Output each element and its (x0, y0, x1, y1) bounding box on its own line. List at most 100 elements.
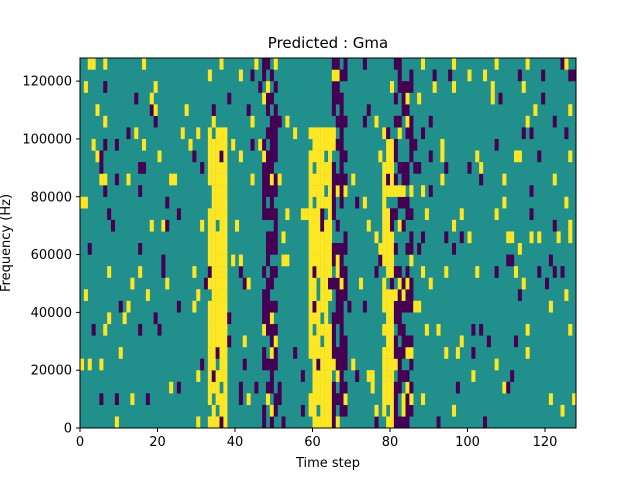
heatmap-cell (393, 381, 398, 394)
heatmap-cell (273, 81, 278, 93)
heatmap-cell (401, 416, 406, 429)
heatmap-cell (269, 231, 274, 244)
heatmap-cell (386, 219, 391, 232)
heatmap-cell (339, 185, 344, 197)
heatmap-cell (87, 358, 92, 371)
heatmap-cell (467, 69, 472, 82)
heatmap-cell (269, 300, 274, 313)
heatmap-cell (324, 243, 329, 255)
heatmap-cell (273, 173, 278, 186)
heatmap-cell (273, 104, 278, 116)
heatmap-cell (161, 219, 166, 232)
heatmap-cell (397, 289, 402, 301)
heatmap-cell (471, 347, 476, 359)
heatmap-cell (266, 92, 271, 105)
heatmap-cell (397, 347, 402, 359)
heatmap-cell (428, 185, 433, 197)
heatmap-cell (502, 173, 507, 186)
heatmap-cell (262, 138, 267, 151)
heatmap-cell (91, 323, 96, 336)
heatmap-cell (343, 393, 348, 406)
heatmap-cell (343, 277, 348, 290)
heatmap-cell (308, 289, 313, 301)
heatmap-cell (552, 266, 557, 278)
heatmap-cell (262, 347, 267, 359)
heatmap-cell (405, 347, 410, 359)
heatmap-cell (335, 92, 340, 105)
heatmap-cell (382, 127, 387, 140)
heatmap-cell (390, 162, 395, 174)
heatmap-cell (219, 219, 224, 232)
heatmap-cell (254, 381, 259, 394)
heatmap-cell (405, 208, 410, 221)
heatmap-cell (343, 150, 348, 163)
heatmap-cell (153, 81, 158, 93)
heatmap-cell (312, 254, 317, 267)
heatmap-cell (552, 115, 557, 128)
heatmap-cell (324, 404, 329, 417)
heatmap-cell (207, 335, 212, 348)
heatmap-cell (506, 381, 511, 394)
heatmap-cell (308, 173, 313, 186)
heatmap-cell (215, 173, 220, 186)
heatmap-cell (331, 335, 336, 348)
heatmap-cell (405, 289, 410, 301)
heatmap-cell (211, 115, 216, 128)
heatmap-cell (273, 300, 278, 313)
heatmap-cell (331, 92, 336, 105)
heatmap-cell (320, 150, 325, 163)
heatmap-cell (254, 58, 259, 70)
heatmap-cell (293, 347, 298, 359)
heatmap-cell (564, 127, 569, 140)
heatmap-cell (328, 219, 333, 232)
heatmap-cell (161, 254, 166, 267)
heatmap-cell (331, 69, 336, 82)
heatmap-cell (219, 58, 224, 70)
heatmap-cell (126, 127, 131, 140)
heatmap-cell (173, 173, 178, 186)
heatmap-cell (335, 416, 340, 429)
heatmap-cell (80, 358, 85, 371)
heatmap-cell (312, 173, 317, 186)
heatmap-cell (262, 173, 267, 186)
heatmap-cell (572, 69, 577, 82)
heatmap-cell (390, 219, 395, 232)
heatmap-cell (324, 393, 329, 406)
heatmap-cell (331, 173, 336, 186)
heatmap-cell (246, 104, 251, 116)
heatmap-cell (390, 81, 395, 93)
heatmap-cell (223, 266, 228, 278)
heatmap-cell (316, 196, 321, 209)
heatmap-cell (219, 300, 224, 313)
heatmap-cell (386, 393, 391, 406)
heatmap-cell (405, 393, 410, 406)
heatmap-cell (223, 208, 228, 221)
heatmap-cell (308, 231, 313, 244)
heatmap-cell (390, 150, 395, 163)
heatmap-cell (122, 312, 127, 325)
heatmap-cell (409, 69, 414, 82)
heatmap-cell (145, 393, 150, 406)
heatmap-cell (339, 150, 344, 163)
heatmap-cell (145, 289, 150, 301)
heatmap-cell (312, 277, 317, 290)
heatmap-cell (266, 208, 271, 221)
heatmap-cell (390, 243, 395, 255)
heatmap-cell (316, 185, 321, 197)
heatmap-cell (483, 69, 488, 82)
heatmap-cell (490, 92, 495, 105)
heatmap-cell (421, 58, 426, 70)
heatmap-cell (328, 404, 333, 417)
heatmap-cell (207, 127, 212, 140)
heatmap-cell (393, 393, 398, 406)
heatmap-cell (91, 58, 96, 70)
heatmap-cell (405, 243, 410, 255)
heatmap-cell (382, 323, 387, 336)
heatmap-cell (386, 347, 391, 359)
heatmap-cell (103, 115, 108, 128)
heatmap-cell (339, 277, 344, 290)
heatmap-cell (339, 127, 344, 140)
heatmap-cell (219, 173, 224, 186)
heatmap-cell (328, 127, 333, 140)
heatmap-cell (324, 347, 329, 359)
